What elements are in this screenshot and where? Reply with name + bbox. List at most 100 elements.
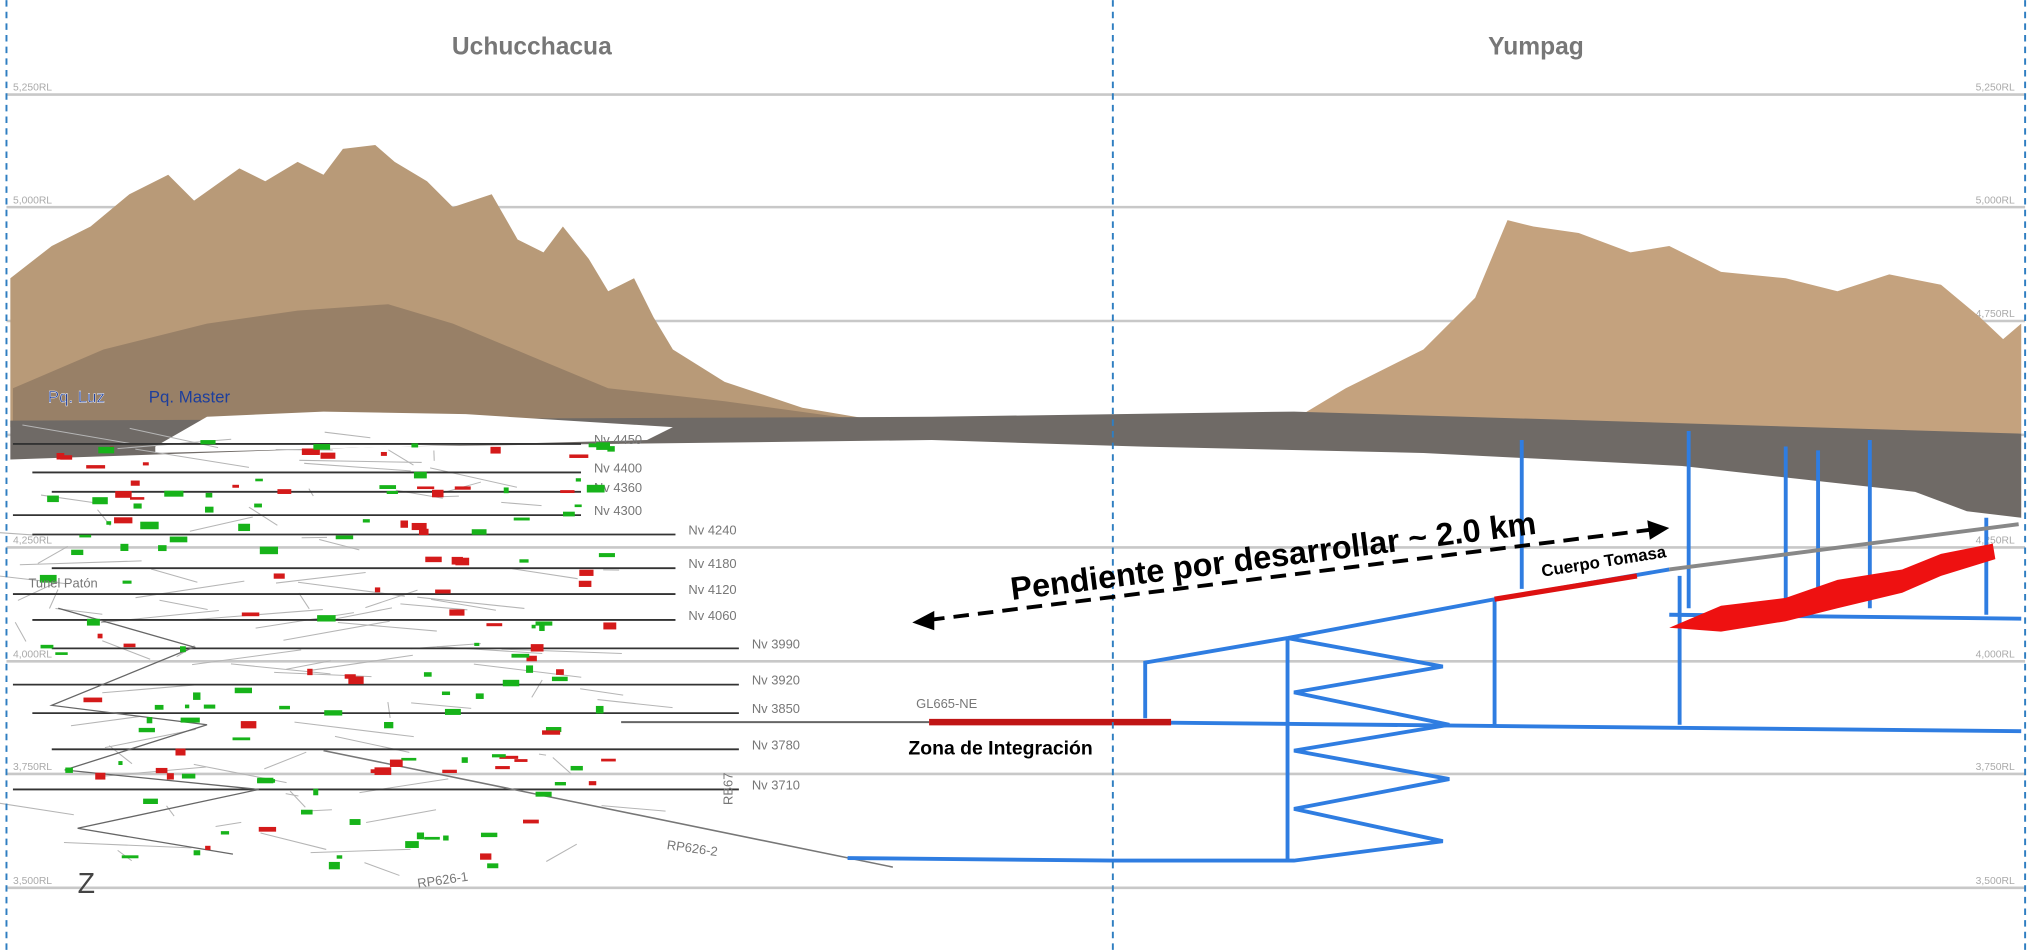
ore-red <box>205 845 211 851</box>
ore-green <box>40 644 54 649</box>
mountain-yumpag <box>1281 220 2022 434</box>
ore-green <box>203 704 216 709</box>
ore-red <box>514 759 528 762</box>
level-label: Nv 4240 <box>688 523 736 538</box>
working <box>310 848 411 854</box>
ore-green <box>205 506 214 513</box>
rl-label: 4,750RL <box>1976 309 2015 320</box>
working <box>319 538 360 551</box>
ore-green <box>133 503 142 509</box>
working <box>19 560 142 566</box>
working <box>102 684 198 694</box>
ore-green <box>200 440 216 445</box>
level-label: Nv 4360 <box>594 480 642 495</box>
rl-label: 5,250RL <box>1976 83 2015 94</box>
ore-red <box>301 448 320 455</box>
working <box>298 592 310 610</box>
ore-green <box>384 721 394 729</box>
ore-red <box>123 643 136 648</box>
level-label: Nv 3850 <box>752 701 800 716</box>
ore-red <box>569 454 589 458</box>
level-label: Nv 3710 <box>752 777 800 792</box>
ore-red <box>97 633 103 639</box>
rl-label: 4,250RL <box>13 536 52 547</box>
working <box>387 702 391 718</box>
rl-label: 5,000RL <box>13 195 52 206</box>
ore-red <box>588 781 597 786</box>
ore-green <box>443 835 449 841</box>
annotation: Zona de Integración <box>908 738 1092 760</box>
ore-green <box>121 855 139 859</box>
working <box>275 571 366 584</box>
ore-red <box>490 446 501 454</box>
ore-red <box>435 589 451 594</box>
ore-red <box>232 484 240 488</box>
ore-green <box>234 687 253 694</box>
ore-green <box>574 504 582 508</box>
ore-green <box>598 553 615 558</box>
ore-red <box>130 497 145 500</box>
ore-green <box>169 536 188 543</box>
working <box>37 546 68 564</box>
rl-label: 3,750RL <box>1976 762 2015 773</box>
ore-green <box>471 529 487 535</box>
ore-red <box>601 758 616 762</box>
ore-red <box>454 486 471 490</box>
ore-red <box>241 612 260 617</box>
ore-red <box>556 669 564 675</box>
working <box>364 862 400 876</box>
working <box>429 467 518 488</box>
ore-red <box>542 730 561 735</box>
level-label: Nv 4400 <box>594 460 642 475</box>
working <box>601 805 666 812</box>
north-label: Z <box>78 868 95 900</box>
working <box>546 843 577 862</box>
level-label: Nv 4120 <box>688 582 736 597</box>
ore-green <box>596 442 611 450</box>
ore-green <box>181 773 196 779</box>
right-title: Yumpag <box>1488 33 1584 60</box>
ore-red <box>495 766 510 770</box>
working <box>102 640 151 660</box>
ore-green <box>86 618 100 626</box>
ore-green <box>423 672 432 677</box>
ore-green <box>98 446 115 454</box>
working <box>337 621 437 632</box>
ore-green <box>120 543 129 551</box>
zigzag-ramp <box>49 607 259 855</box>
ore-green <box>205 492 213 498</box>
ore-green <box>238 523 251 532</box>
working <box>286 660 331 670</box>
working <box>230 663 331 675</box>
ore-green <box>413 471 427 479</box>
ore-green <box>424 836 440 840</box>
arrow-head <box>912 610 935 631</box>
ore-green <box>259 546 279 555</box>
orebody <box>1669 543 1996 632</box>
ore-red <box>115 491 132 498</box>
annotation: RP626-2 <box>666 837 719 859</box>
working <box>260 832 327 850</box>
ore-red <box>95 772 106 780</box>
ore-green <box>502 679 520 687</box>
ore-green <box>336 855 343 859</box>
working <box>215 821 242 827</box>
ore-green <box>71 549 84 556</box>
ore-red <box>320 452 336 459</box>
working <box>192 649 302 666</box>
working <box>597 699 673 709</box>
working <box>336 607 393 620</box>
working <box>501 648 622 654</box>
ore-green <box>154 704 164 710</box>
ore-green <box>65 767 73 773</box>
ore-red <box>449 609 465 616</box>
ore-green <box>535 621 553 626</box>
incline <box>323 749 894 868</box>
ore-red <box>486 623 503 627</box>
ore-green <box>143 798 158 804</box>
ore-red <box>114 517 133 524</box>
ore-red <box>348 676 364 685</box>
white-mine-area <box>155 411 673 454</box>
working <box>324 431 371 439</box>
ore-green <box>405 841 419 848</box>
